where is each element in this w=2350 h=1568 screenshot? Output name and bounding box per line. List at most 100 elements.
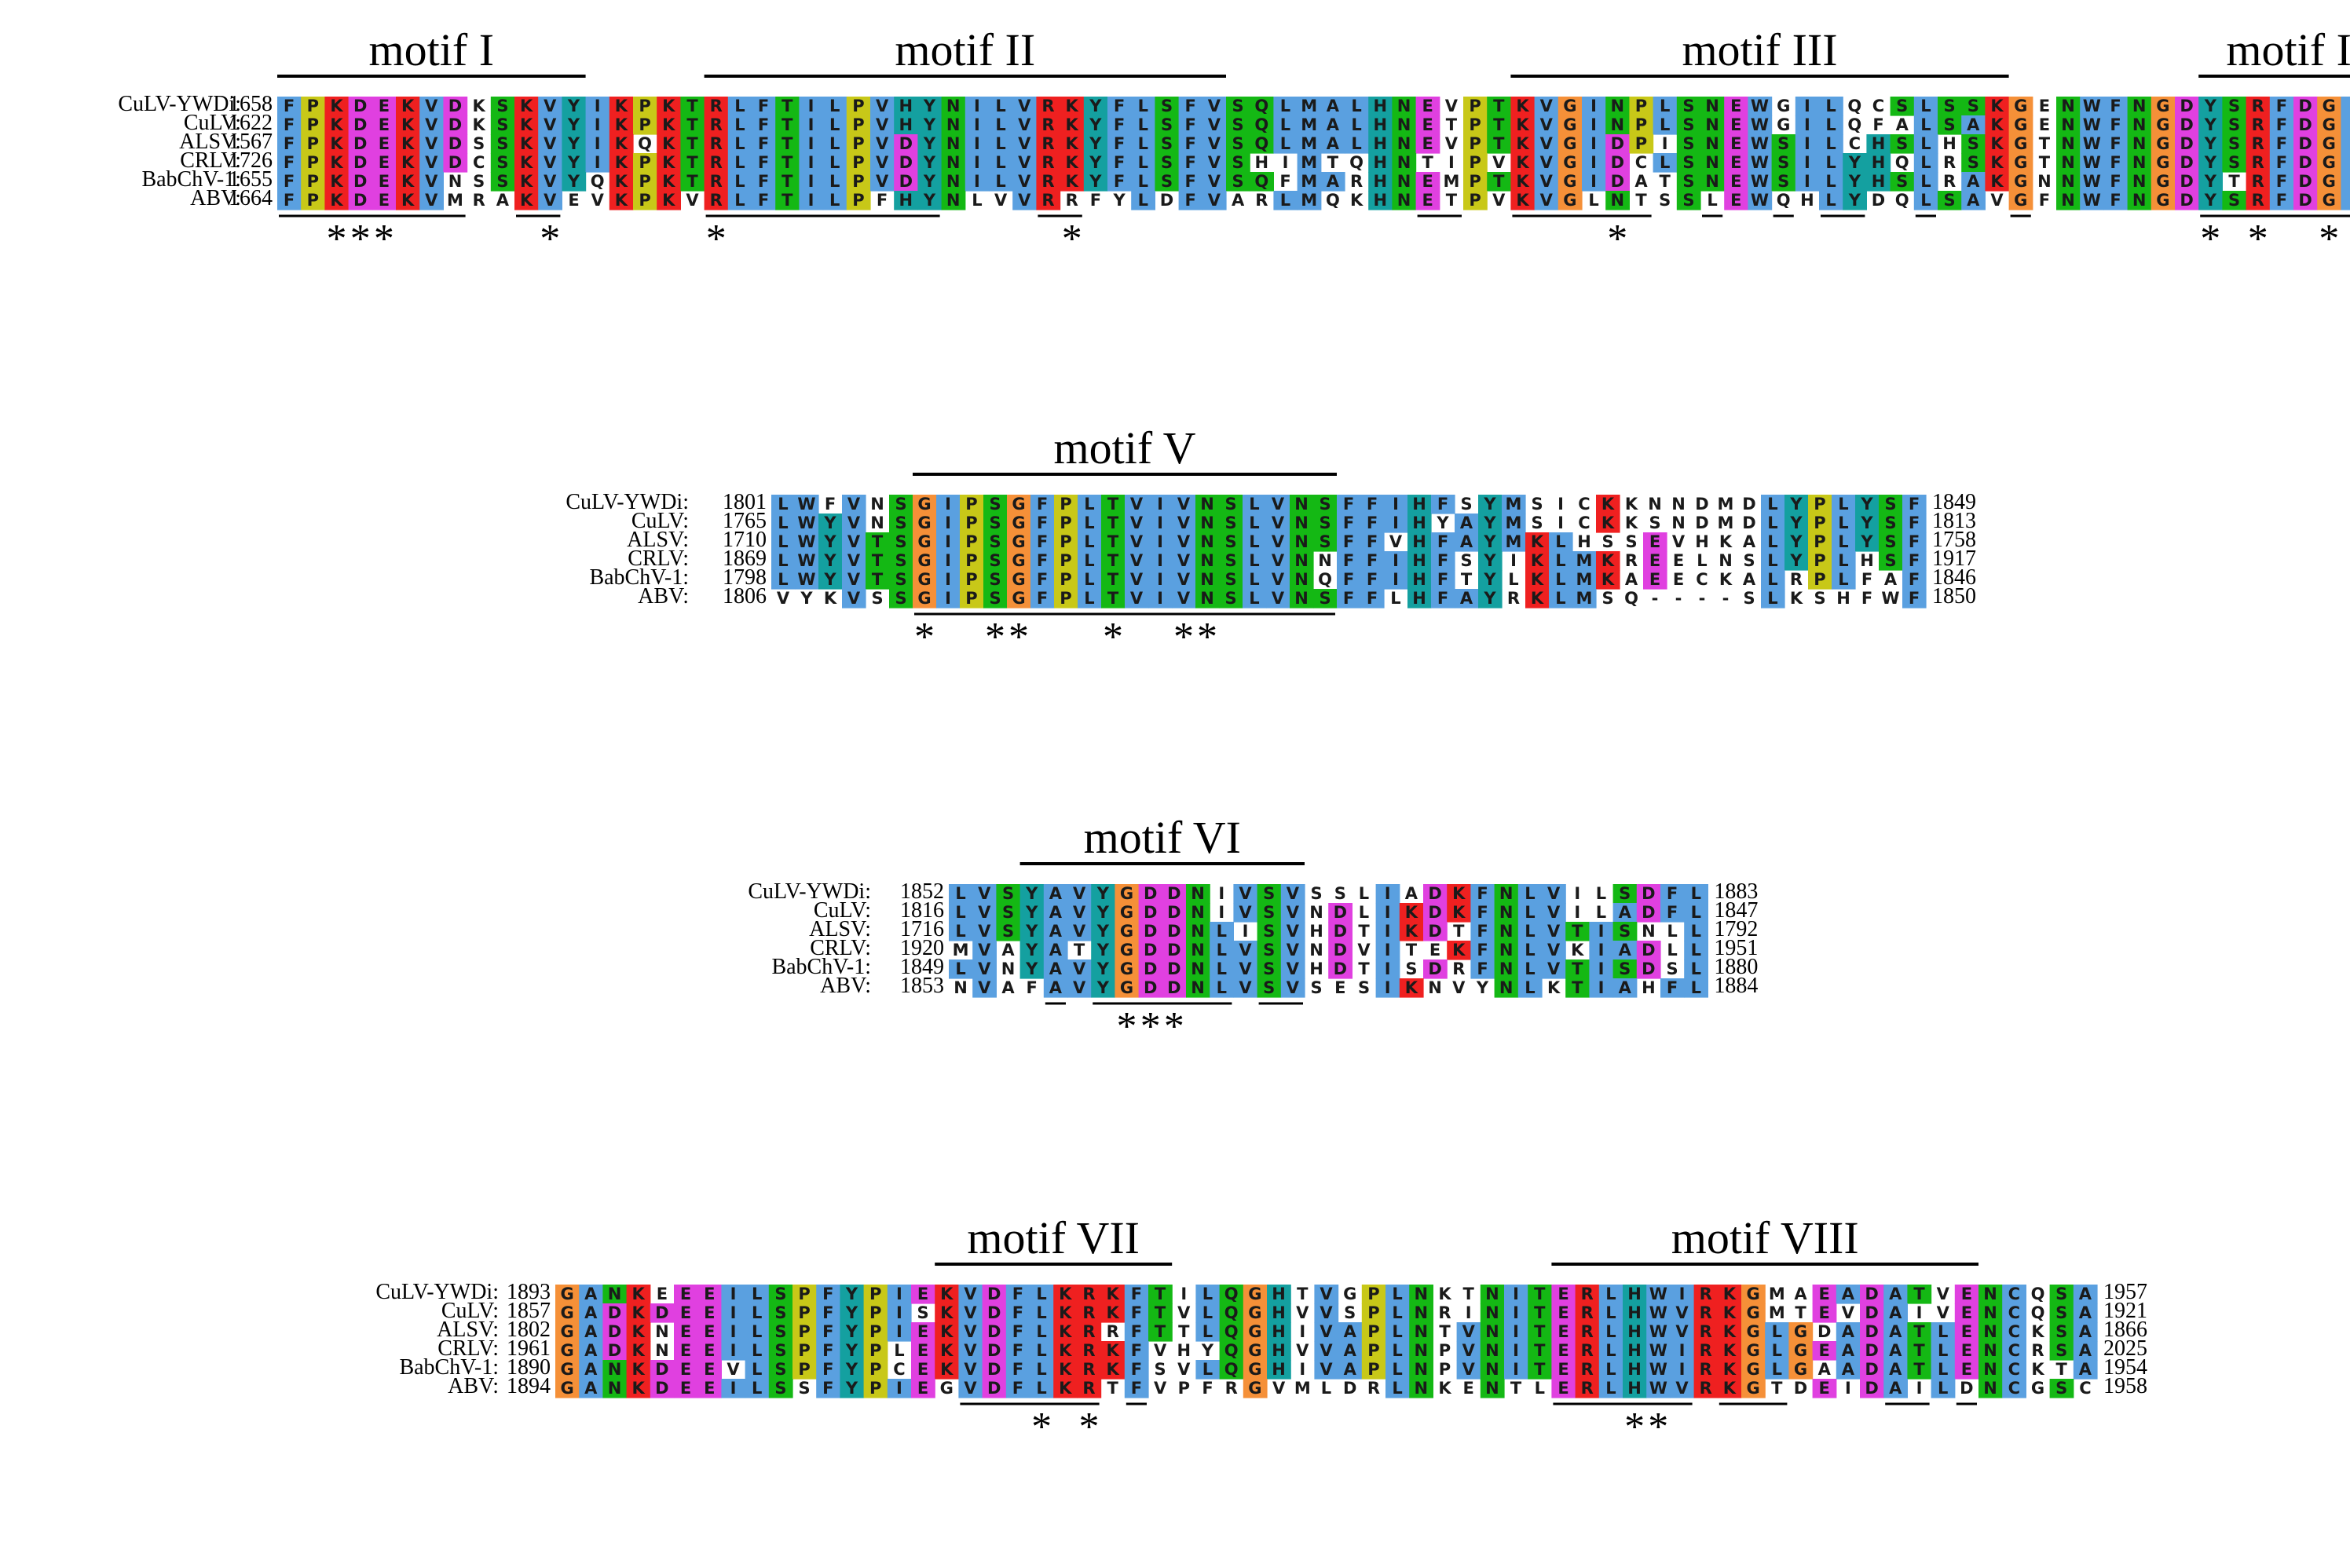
residue-letter: Y — [1096, 884, 1110, 903]
residue-cell — [2293, 134, 2318, 154]
residue-letter: L — [1202, 1303, 1213, 1322]
residue-letter: I — [730, 1341, 737, 1360]
residue-letter: F — [1667, 903, 1678, 922]
residue-letter: K — [1723, 1360, 1737, 1379]
residue-letter: P — [307, 97, 319, 115]
residue-letter: I — [896, 1285, 902, 1303]
residue-letter: T — [1155, 1322, 1166, 1341]
residue-letter: I — [1218, 903, 1224, 922]
residue-cell — [538, 153, 562, 173]
residue-cell — [752, 97, 776, 116]
residue-letter: A — [1842, 1360, 1855, 1379]
residue-letter: P — [852, 115, 864, 134]
residue-letter: Y — [845, 1360, 858, 1379]
residue-letter: D — [448, 134, 462, 153]
residue-letter: L — [829, 172, 840, 191]
residue-letter: I — [1679, 1360, 1686, 1379]
residue-letter: P — [1635, 134, 1647, 153]
residue-letter: E — [2039, 115, 2050, 134]
sequence-name: CuLV-YWDi: — [118, 92, 241, 116]
residue-letter: A — [1001, 941, 1015, 959]
conserved-star: * — [914, 615, 935, 660]
residue-letter: V — [544, 153, 557, 172]
residue-letter: D — [987, 1360, 1001, 1379]
residue-letter: Y — [845, 1303, 858, 1322]
residue-letter: G — [1746, 1322, 1759, 1341]
residue-letter: N — [1485, 1360, 1499, 1379]
residue-letter: V — [964, 1360, 977, 1379]
residue-letter: A — [1896, 115, 1909, 134]
residue-letter: S — [774, 1322, 786, 1341]
residue-cell — [2269, 97, 2294, 116]
residue-cell — [1060, 97, 1085, 116]
residue-letter: T — [1107, 551, 1119, 570]
residue-letter: F — [2276, 191, 2287, 210]
residue-letter: L — [1920, 115, 1931, 134]
residue-letter: E — [379, 134, 390, 153]
residue-letter: V — [544, 115, 557, 134]
residue-letter: C — [2079, 1379, 2091, 1398]
residue-letter: T — [1297, 1285, 1309, 1303]
residue-letter: L — [1767, 589, 1777, 608]
residue-cell — [965, 115, 990, 135]
residue-letter: L — [955, 903, 965, 922]
motif-label: motif IV — [2226, 24, 2350, 75]
residue-letter: S — [1002, 903, 1014, 922]
residue-letter: W — [797, 495, 815, 514]
residue-letter: S — [1002, 922, 1014, 941]
residue-letter: V — [1272, 532, 1285, 551]
residue-cell — [1368, 115, 1393, 135]
conserved-star: * — [985, 615, 1005, 660]
residue-cell — [2246, 97, 2271, 116]
residue-letter: T — [1913, 1341, 1925, 1360]
residue-letter: D — [2298, 97, 2312, 115]
residue-letter: I — [1466, 1303, 1472, 1322]
residue-letter: K — [662, 191, 675, 210]
residue-letter: I — [1598, 941, 1605, 959]
residue-cell — [752, 153, 776, 173]
residue-letter: A — [1794, 1285, 1807, 1303]
residue-letter: I — [974, 172, 980, 191]
residue-cell — [1463, 153, 1488, 173]
residue-letter: K — [1723, 1285, 1737, 1303]
residue-letter: P — [1439, 1341, 1451, 1360]
residue-letter: E — [680, 1360, 691, 1379]
residue-letter: A — [1889, 1341, 1902, 1360]
residue-cell — [372, 134, 397, 154]
residue-cell — [1676, 134, 1701, 154]
residue-letter: S — [989, 495, 1001, 514]
residue-letter: H — [1627, 1360, 1642, 1379]
residue-letter: Q — [1254, 172, 1268, 191]
residue-letter: K — [940, 1303, 954, 1322]
residue-letter: E — [379, 153, 390, 172]
residue-cell — [1320, 97, 1345, 116]
residue-letter: T — [1107, 570, 1119, 589]
residue-letter: G — [1120, 941, 1133, 959]
residue-letter: T — [1107, 514, 1119, 532]
residue-letter: V — [1389, 532, 1403, 551]
residue-letter: L — [1920, 191, 1931, 210]
residue-letter: I — [808, 97, 814, 115]
residue-letter: G — [2156, 134, 2169, 153]
residue-letter: S — [1619, 959, 1631, 978]
residue-letter: N — [1705, 97, 1719, 115]
residue-letter: M — [1443, 172, 1459, 191]
residue-letter: D — [1865, 1360, 1878, 1379]
residue-cell — [822, 115, 847, 135]
residue-letter: K — [1059, 1303, 1072, 1322]
residue-letter: E — [704, 1303, 715, 1322]
residue-cell — [1913, 134, 1938, 154]
residue-letter: N — [1200, 532, 1214, 551]
residue-letter: C — [1872, 97, 1884, 115]
residue-letter: M — [1294, 1379, 1311, 1398]
residue-cell — [1083, 97, 1108, 116]
residue-letter: V — [1320, 1341, 1333, 1360]
residue-letter: N — [1294, 495, 1309, 514]
residue-letter: H — [1412, 495, 1426, 514]
residue-letter: L — [734, 115, 745, 134]
residue-cell — [2222, 97, 2247, 116]
residue-letter: F — [1012, 1360, 1023, 1379]
conserved-star: * — [1031, 1405, 1052, 1449]
residue-letter: D — [1642, 884, 1655, 903]
